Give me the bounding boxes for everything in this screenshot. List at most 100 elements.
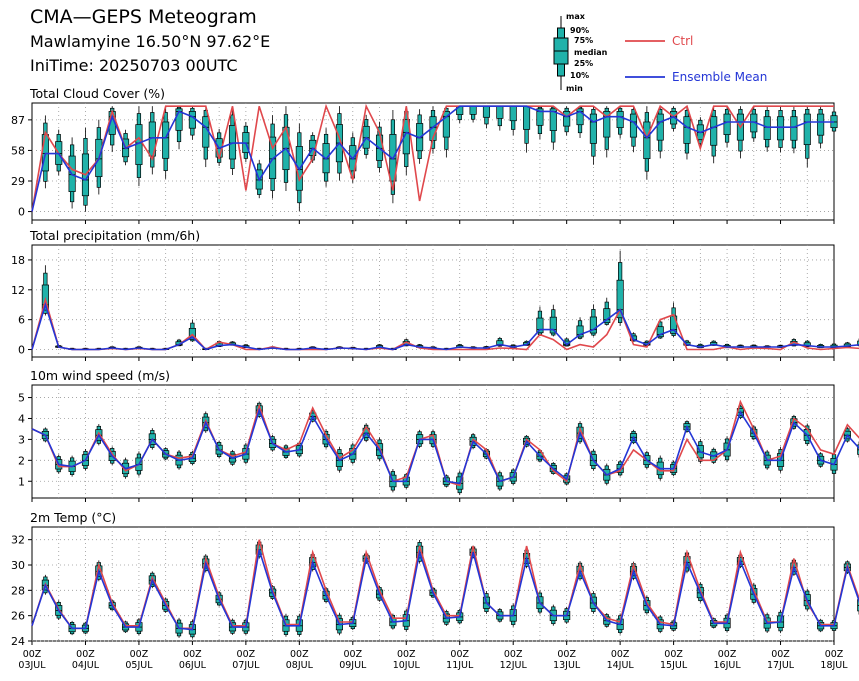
ctrl-line (31, 399, 859, 487)
box-plot (563, 106, 571, 136)
x-tick-label-date: 08JUL (286, 660, 314, 671)
x-tick-label-date: 13JUL (553, 660, 581, 671)
box-plot (162, 106, 170, 179)
x-tick-label-time: 00Z (130, 649, 149, 660)
box-25-75 (603, 111, 611, 138)
box-plot (202, 106, 210, 168)
x-tick-label-time: 00Z (557, 649, 576, 660)
box-plot (81, 127, 90, 212)
box-25-75 (469, 105, 477, 115)
box-25-75 (536, 108, 544, 126)
y-tick-label: 30 (11, 559, 25, 572)
panel-2: 1 2 3 4 5 (18, 384, 859, 502)
box-25-75 (482, 105, 491, 118)
panel-3: 24 26 28 30 32 (11, 526, 859, 648)
x-tick-label-time: 00Z (183, 649, 202, 660)
x-tick-label-time: 00Z (825, 649, 844, 660)
box-25-75 (776, 116, 785, 141)
mean-line (31, 105, 834, 212)
legend-graphic (553, 16, 665, 90)
x-tick-label-date: 04JUL (72, 660, 100, 671)
x-tick-label-date: 06JUL (179, 660, 207, 671)
box-plot (589, 304, 597, 337)
x-tick-label-time: 00Z (343, 649, 362, 660)
box-plot (496, 105, 504, 131)
x-tick-label-time: 00Z (397, 649, 416, 660)
x-tick-label-date: 10JUL (393, 660, 421, 671)
box-25-75 (656, 113, 664, 141)
box-plot (549, 304, 557, 337)
box-plot (763, 106, 771, 152)
y-tick-label: 5 (18, 392, 25, 405)
box-25-75 (563, 111, 571, 127)
box-25-75 (402, 118, 410, 155)
box-25-75 (683, 116, 691, 144)
box-25-75 (175, 108, 183, 131)
box-25-75 (616, 279, 624, 319)
panel-title-cloud: Total Cloud Cover (%) (30, 86, 166, 101)
box-plot (776, 106, 785, 153)
chart-title: CMA—GEPS Meteogram (30, 6, 257, 28)
y-tick-label: 2 (18, 454, 25, 467)
box-25-75 (496, 105, 504, 119)
y-tick-label: 18 (11, 254, 25, 267)
x-tick-label-date: 14JUL (607, 660, 635, 671)
box-25-75 (589, 113, 597, 144)
y-tick-label: 58 (11, 144, 25, 157)
y-tick-label: 87 (11, 114, 25, 127)
x-tick-label-date: 12JUL (500, 660, 528, 671)
x-tick-label-date: 03JUL (18, 660, 46, 671)
box-plot (442, 106, 450, 158)
location-label: Mawlamyine 16.50°N 97.62°E (30, 32, 271, 51)
x-tick-label-date: 07JUL (232, 660, 260, 671)
box-plot (603, 106, 611, 158)
box-plot (710, 106, 718, 164)
box-plot (736, 106, 744, 159)
ctrl-line (31, 296, 859, 351)
box-plot (456, 105, 464, 124)
box-25-75 (603, 308, 611, 324)
box-25-75 (496, 340, 504, 346)
mean-line (31, 549, 859, 631)
legend-min-label: min (566, 84, 583, 93)
box-25-75 (162, 121, 170, 159)
box-25-75 (536, 317, 544, 334)
panel-title-wind: 10m wind speed (m/s) (30, 368, 170, 383)
box-plot (589, 106, 597, 165)
y-tick-label: 28 (11, 584, 25, 597)
x-tick-label-time: 00Z (290, 649, 309, 660)
panel-1: 0 6 12 18 (11, 244, 859, 361)
mean-line (31, 407, 859, 485)
box-25-75 (723, 113, 731, 135)
x-tick-label-date: 15JUL (660, 660, 688, 671)
x-tick-label-date: 17JUL (767, 660, 795, 671)
y-tick-label: 26 (11, 610, 25, 623)
box-25-75 (549, 316, 557, 334)
x-tick-label-date: 09JUL (339, 660, 367, 671)
y-tick-label: 32 (11, 534, 25, 547)
y-tick-label: 4 (18, 412, 25, 425)
box-plot (242, 121, 250, 163)
y-tick-label: 24 (11, 635, 25, 648)
x-tick-label-date: 16JUL (713, 660, 741, 671)
box-plot (148, 106, 156, 175)
ctrl-line (31, 103, 834, 212)
box-25-75 (549, 108, 557, 131)
legend-10-label: 10% (570, 71, 590, 80)
box-plot (509, 105, 517, 136)
box-plot (536, 106, 544, 140)
x-tick-label-time: 00Z (771, 649, 790, 660)
box-25-75 (817, 113, 825, 136)
box-25-75 (589, 316, 597, 334)
panel-title-precip: Total precipitation (mm/6h) (30, 228, 201, 243)
x-tick-label-date: 18JUL (820, 660, 848, 671)
box-25-75 (188, 111, 196, 129)
box-plot (643, 106, 651, 180)
legend-ctrl-label: Ctrl (672, 34, 694, 48)
y-tick-label: 3 (18, 433, 25, 446)
box-plot (576, 317, 584, 340)
box-plot (188, 106, 196, 140)
box-25-75 (790, 116, 798, 141)
legend-median-label: median (574, 48, 608, 57)
